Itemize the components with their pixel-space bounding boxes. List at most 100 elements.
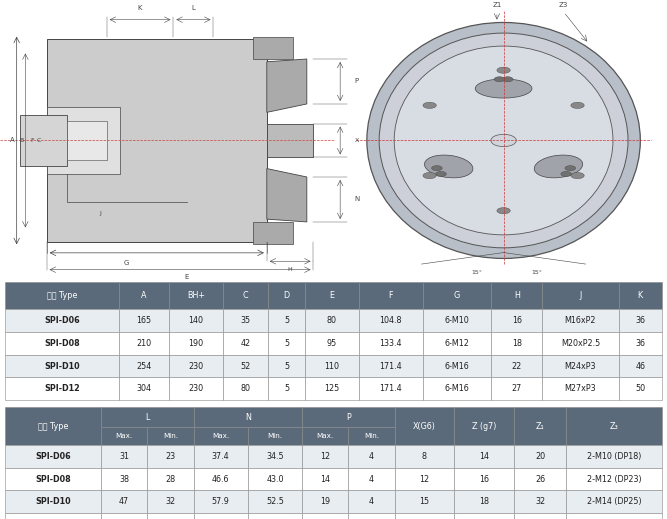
Text: K: K [638,291,643,301]
FancyBboxPatch shape [5,407,101,445]
Text: SPI-D12: SPI-D12 [44,384,80,393]
Text: H: H [514,291,520,301]
Text: Z3: Z3 [559,2,568,8]
FancyBboxPatch shape [5,332,119,354]
Text: 32: 32 [165,497,175,506]
Ellipse shape [367,22,640,258]
FancyBboxPatch shape [348,513,394,519]
FancyBboxPatch shape [101,427,147,445]
FancyBboxPatch shape [193,468,247,490]
Text: 18: 18 [479,497,489,506]
Text: 5: 5 [284,384,289,393]
Text: 8: 8 [422,452,427,461]
FancyBboxPatch shape [566,445,662,468]
FancyBboxPatch shape [348,445,394,468]
Text: J: J [99,211,101,216]
FancyBboxPatch shape [268,282,305,309]
Ellipse shape [565,166,576,171]
FancyBboxPatch shape [119,377,169,400]
FancyBboxPatch shape [423,332,492,354]
Ellipse shape [497,67,510,73]
FancyBboxPatch shape [394,445,454,468]
FancyBboxPatch shape [305,354,358,377]
Text: 110: 110 [324,362,340,371]
Text: 80: 80 [327,316,337,325]
Text: 4: 4 [369,474,374,484]
FancyBboxPatch shape [305,309,358,332]
Text: 42: 42 [240,339,250,348]
FancyBboxPatch shape [566,513,662,519]
Ellipse shape [432,166,442,171]
FancyBboxPatch shape [492,354,542,377]
FancyBboxPatch shape [348,427,394,445]
FancyBboxPatch shape [119,282,169,309]
FancyBboxPatch shape [394,407,454,445]
FancyBboxPatch shape [119,354,169,377]
FancyBboxPatch shape [223,332,268,354]
FancyBboxPatch shape [147,445,193,468]
FancyBboxPatch shape [348,490,394,513]
Text: 47: 47 [119,497,129,506]
Text: 12: 12 [320,452,330,461]
Text: 171.4: 171.4 [380,362,402,371]
FancyBboxPatch shape [542,282,619,309]
FancyBboxPatch shape [193,407,302,427]
Text: 型號 Type: 型號 Type [47,291,77,301]
FancyBboxPatch shape [101,407,193,427]
Ellipse shape [502,77,513,82]
Text: 36: 36 [635,316,645,325]
FancyBboxPatch shape [454,468,514,490]
Text: C: C [242,291,248,301]
FancyBboxPatch shape [358,354,423,377]
Text: Min.: Min. [163,433,178,439]
Text: 6-M12: 6-M12 [444,339,470,348]
Polygon shape [47,39,267,242]
FancyBboxPatch shape [542,377,619,400]
FancyBboxPatch shape [193,445,247,468]
FancyBboxPatch shape [394,468,454,490]
Text: 133.4: 133.4 [380,339,402,348]
Polygon shape [253,222,293,244]
FancyBboxPatch shape [119,309,169,332]
Text: 15: 15 [420,497,430,506]
Text: SPI-D06: SPI-D06 [35,452,71,461]
FancyBboxPatch shape [305,332,358,354]
FancyBboxPatch shape [247,427,302,445]
FancyBboxPatch shape [223,282,268,309]
Text: P: P [346,413,351,422]
FancyBboxPatch shape [619,309,662,332]
FancyBboxPatch shape [5,354,119,377]
FancyBboxPatch shape [169,354,223,377]
FancyBboxPatch shape [492,377,542,400]
FancyBboxPatch shape [302,427,348,445]
FancyBboxPatch shape [5,513,101,519]
Text: 2-M14 (DP25): 2-M14 (DP25) [586,497,641,506]
FancyBboxPatch shape [247,513,302,519]
FancyBboxPatch shape [302,490,348,513]
Text: SPI-D06: SPI-D06 [44,316,80,325]
FancyBboxPatch shape [268,309,305,332]
FancyBboxPatch shape [305,282,358,309]
FancyBboxPatch shape [247,490,302,513]
Text: 6-M16: 6-M16 [445,384,470,393]
Text: B: B [19,138,23,143]
Text: 19: 19 [320,497,330,506]
Text: D: D [283,291,289,301]
Text: 4: 4 [369,497,374,506]
Polygon shape [267,124,313,157]
Text: 52.5: 52.5 [266,497,284,506]
Polygon shape [20,115,67,166]
Text: 5: 5 [284,339,289,348]
Text: Max.: Max. [115,433,133,439]
FancyBboxPatch shape [5,377,119,400]
Ellipse shape [423,172,436,179]
Text: 230: 230 [188,362,203,371]
FancyBboxPatch shape [454,490,514,513]
FancyBboxPatch shape [619,377,662,400]
Text: 38: 38 [119,474,129,484]
Text: 14: 14 [479,452,489,461]
Text: 46: 46 [635,362,645,371]
FancyBboxPatch shape [514,407,566,445]
Text: 304: 304 [137,384,151,393]
Ellipse shape [423,102,436,108]
